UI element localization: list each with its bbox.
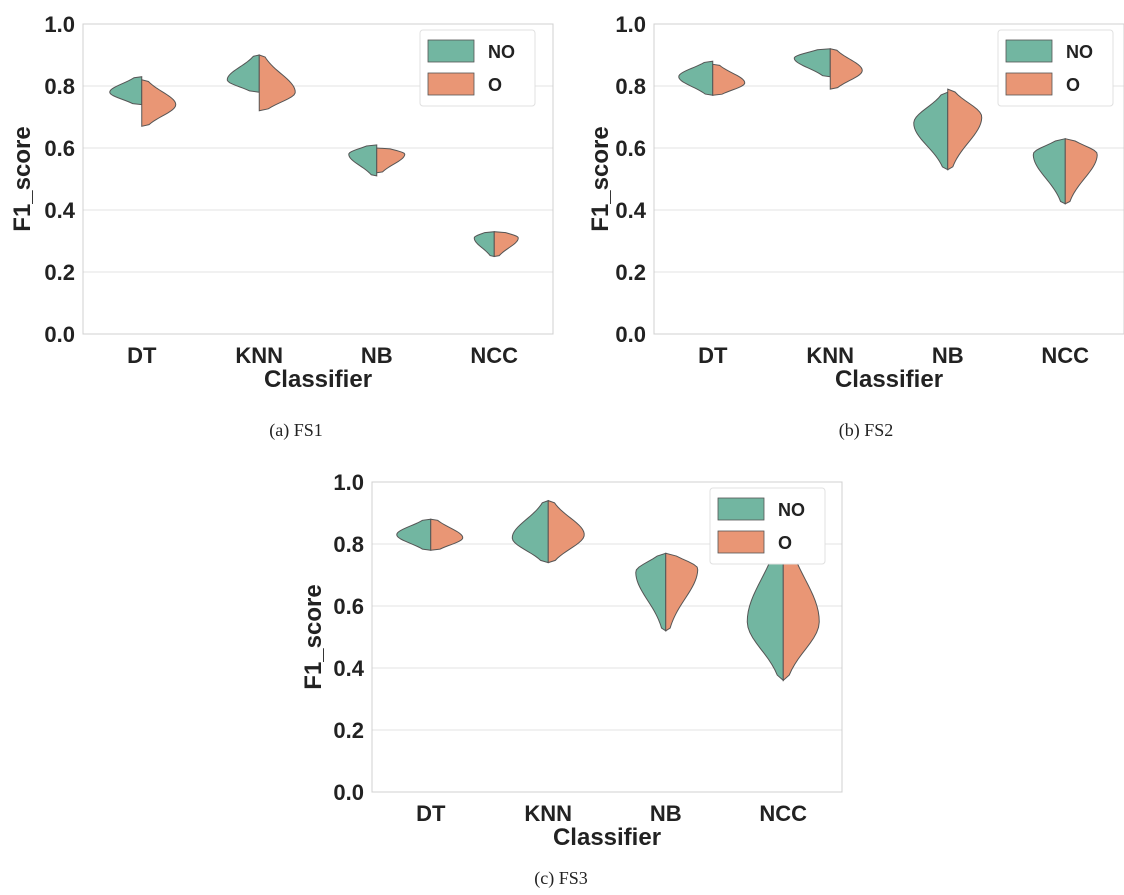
violin-no-nb xyxy=(635,552,667,632)
y-axis-label: F1_score xyxy=(587,126,614,231)
legend-swatch-o xyxy=(717,530,765,554)
legend-label-no: NO xyxy=(778,500,805,520)
x-tick-label: NB xyxy=(361,343,393,368)
legend-label-o: O xyxy=(1066,75,1080,95)
violin-no-nb xyxy=(348,144,378,177)
violin-o-knn xyxy=(258,54,296,112)
panel-caption: (a) FS1 xyxy=(269,420,323,441)
violin-no-knn xyxy=(511,499,549,564)
violin-no-ncc xyxy=(473,231,495,258)
panel-caption: (b) FS2 xyxy=(839,420,894,441)
legend-label-no: NO xyxy=(488,42,515,62)
legend-label-o: O xyxy=(488,75,502,95)
y-tick-label: 0.4 xyxy=(44,198,75,223)
y-tick-label: 0.6 xyxy=(333,594,364,619)
violin-o-nb xyxy=(376,147,406,174)
y-tick-label: 0.6 xyxy=(615,136,646,161)
violin-o-dt xyxy=(430,518,464,551)
violin-o-dt xyxy=(141,79,177,127)
legend-swatch-no xyxy=(1005,39,1053,63)
x-tick-label: NCC xyxy=(470,343,518,368)
violin-no-knn xyxy=(226,54,260,93)
chart-panel-3: 0.0 0.2 0.4 0.6 0.8 1.0 DT KNN NB NCC Classifier F1… xyxy=(300,470,843,889)
y-tick-label: 0.4 xyxy=(615,198,646,223)
violin-o-nb xyxy=(947,88,983,171)
y-tick-label: 0.0 xyxy=(333,780,364,805)
x-tick-label: NCC xyxy=(759,801,807,826)
legend: NO O xyxy=(997,29,1114,107)
violin-o-dt xyxy=(712,63,746,96)
violin-o-knn xyxy=(829,48,863,90)
violin-o-ncc xyxy=(493,231,519,258)
legend-swatch-no xyxy=(427,39,475,63)
y-tick-label: 1.0 xyxy=(44,12,75,37)
y-tick-label: 1.0 xyxy=(615,12,646,37)
violin-o-knn xyxy=(547,499,585,564)
y-tick-label: 0.8 xyxy=(615,74,646,99)
y-tick-label: 0.6 xyxy=(44,136,75,161)
violin-no-dt xyxy=(396,518,432,551)
violin-no-dt xyxy=(109,76,143,106)
y-axis-label: F1_score xyxy=(9,126,36,231)
x-axis-label: Classifier xyxy=(264,366,372,393)
y-tick-label: 0.4 xyxy=(333,656,364,681)
x-tick-label: DT xyxy=(698,343,728,368)
legend-label-o: O xyxy=(778,533,792,553)
chart-panel-2: 0.0 0.2 0.4 0.6 0.8 1.0 DT KNN NB NCC Classifier F1… xyxy=(587,12,1124,441)
y-tick-label: 0.2 xyxy=(615,260,646,285)
x-tick-label: KNN xyxy=(806,343,854,368)
violin-no-dt xyxy=(678,60,714,96)
panel-caption: (c) FS3 xyxy=(534,868,588,889)
violin-o-nb xyxy=(665,552,699,632)
legend-label-no: NO xyxy=(1066,42,1093,62)
chart-panel-1: 0.0 0.2 0.4 0.6 0.8 1.0 DT KNN NB NCC Classifier F1… xyxy=(9,12,554,441)
plot-frame xyxy=(653,23,1124,335)
y-tick-label: 0.0 xyxy=(44,322,75,347)
y-tick-label: 0.8 xyxy=(44,74,75,99)
y-tick-label: 0.2 xyxy=(333,718,364,743)
plot-frame xyxy=(82,23,554,335)
x-tick-label: KNN xyxy=(524,801,572,826)
violin-no-knn xyxy=(793,48,831,78)
legend: NO O xyxy=(419,29,536,107)
y-tick-label: 0.0 xyxy=(615,322,646,347)
violin-no-nb xyxy=(913,91,949,171)
plot-frame xyxy=(371,481,843,793)
x-tick-label: NCC xyxy=(1041,343,1089,368)
x-axis-label: Classifier xyxy=(835,366,943,393)
x-tick-label: DT xyxy=(127,343,157,368)
violin-o-ncc xyxy=(1064,138,1098,205)
y-tick-label: 0.2 xyxy=(44,260,75,285)
x-tick-label: KNN xyxy=(235,343,283,368)
y-axis-label: F1_score xyxy=(300,584,327,689)
legend: NO O xyxy=(709,487,826,565)
violin-no-ncc xyxy=(1032,138,1066,205)
y-tick-label: 0.8 xyxy=(333,532,364,557)
x-tick-label: DT xyxy=(416,801,446,826)
legend-swatch-no xyxy=(717,497,765,521)
x-tick-label: NB xyxy=(932,343,964,368)
legend-swatch-o xyxy=(1005,72,1053,96)
y-tick-label: 1.0 xyxy=(333,470,364,495)
x-axis-label: Classifier xyxy=(553,824,661,851)
x-tick-label: NB xyxy=(650,801,682,826)
legend-swatch-o xyxy=(427,72,475,96)
